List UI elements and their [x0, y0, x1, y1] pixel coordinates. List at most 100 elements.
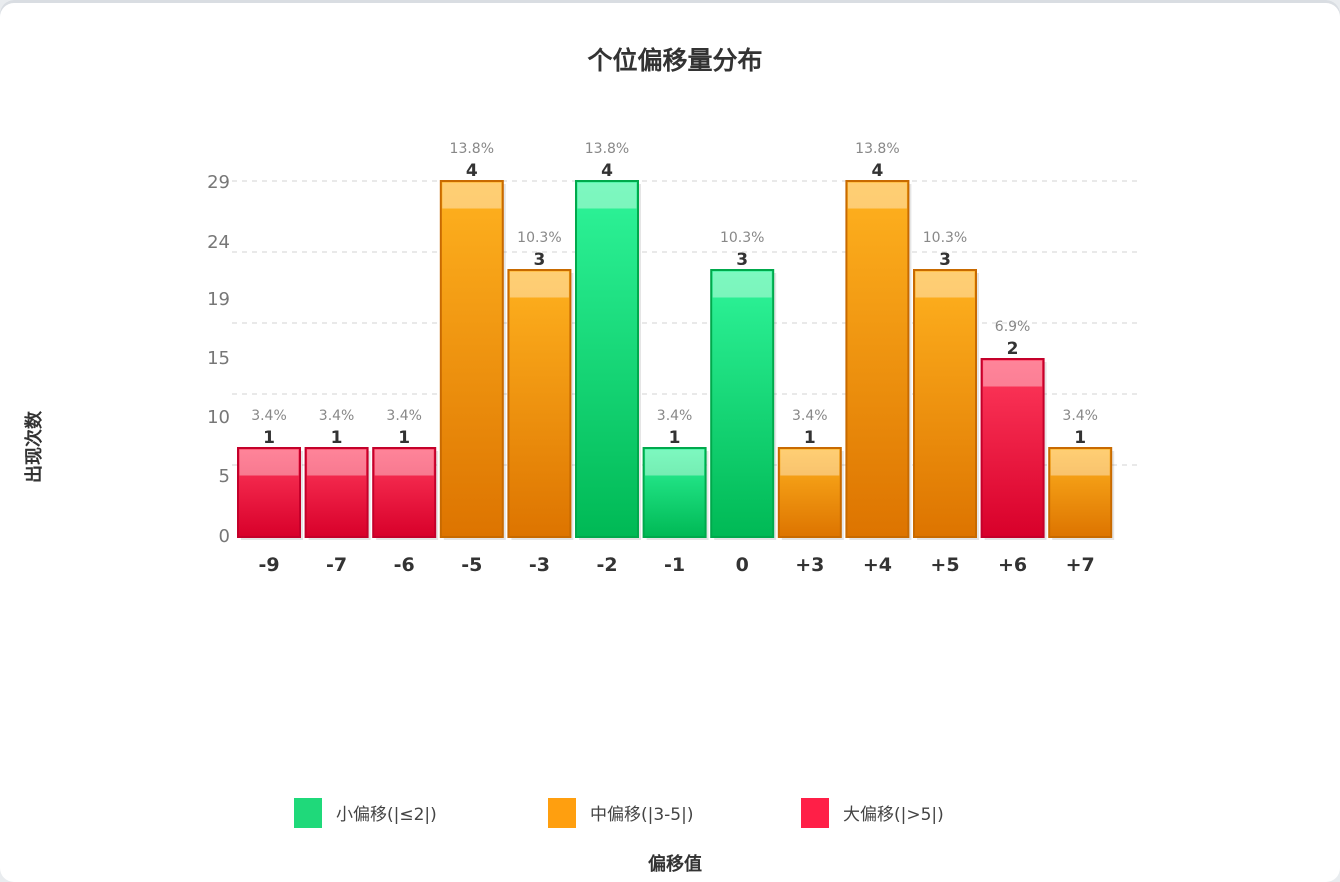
legend-item-medium[interactable]: 中偏移(|3-5|) [548, 798, 694, 828]
x-tick-label: -7 [326, 554, 347, 576]
bar [777, 447, 842, 538]
bar-highlight [915, 271, 975, 298]
bar-count-label: 4 [871, 161, 883, 181]
bar [372, 447, 437, 538]
x-tick-label: +6 [998, 554, 1027, 576]
y-tick-label: 19 [207, 289, 230, 310]
bar-percent-label: 10.3% [923, 230, 967, 246]
bar-group: 1 3.4% [372, 408, 439, 540]
bar-percent-label: 3.4% [251, 408, 287, 424]
x-tick-label: +4 [863, 554, 892, 576]
x-tick-label: -6 [394, 554, 415, 576]
x-tick-label: -2 [596, 554, 617, 576]
bar [710, 269, 775, 538]
y-tick-label: 29 [207, 172, 230, 193]
x-axis-ticks: -9 -7 -6 -5 -3 -2 -1 0 +3 +4 +5 +6 +7 [258, 554, 1094, 576]
y-axis-ticks: 29 24 19 15 10 5 0 [207, 172, 230, 547]
bar [439, 180, 504, 538]
bar [304, 447, 369, 538]
bar-highlight [442, 182, 502, 209]
bar-group: 1 3.4% [777, 408, 844, 540]
bar-percent-label: 10.3% [720, 230, 764, 246]
bar-highlight [577, 182, 637, 209]
bar-highlight [712, 271, 772, 298]
bar-percent-label: 3.4% [386, 408, 422, 424]
y-axis-label: 出现次数 [23, 410, 45, 483]
bar-percent-label: 13.8% [585, 141, 629, 157]
x-tick-label: 0 [736, 554, 749, 576]
x-tick-label: -9 [258, 554, 279, 576]
bar-highlight [983, 360, 1043, 387]
bar-highlight [239, 449, 299, 476]
bar-count-label: 2 [1007, 339, 1019, 359]
bar-group: 1 3.4% [1048, 408, 1115, 540]
x-tick-label: +5 [930, 554, 959, 576]
bar [1048, 447, 1113, 538]
y-tick-label: 10 [207, 407, 230, 428]
legend-swatch [294, 798, 322, 828]
bar [980, 358, 1045, 538]
x-axis-label: 偏移值 [648, 853, 702, 875]
bar-group: 4 13.8% [845, 141, 912, 540]
bar-percent-label: 10.3% [517, 230, 561, 246]
bar-count-label: 1 [669, 428, 681, 448]
bar-group: 1 3.4% [304, 408, 371, 540]
bar [507, 269, 572, 538]
legend-item-large[interactable]: 大偏移(|>5|) [801, 798, 944, 828]
x-tick-label: +7 [1066, 554, 1095, 576]
bar-group: 4 13.8% [575, 141, 641, 540]
bar-percent-label: 3.4% [319, 408, 355, 424]
y-tick-label: 0 [219, 526, 230, 547]
bar-group: 2 6.9% [980, 319, 1047, 540]
bar-highlight [509, 271, 569, 298]
legend: 小偏移(|≤2|) 中偏移(|3-5|) 大偏移(|>5|) [294, 798, 944, 828]
chart-title: 个位偏移量分布 [587, 46, 762, 75]
bar-count-label: 1 [263, 428, 275, 448]
bar-count-label: 1 [1074, 428, 1086, 448]
bar-count-label: 1 [398, 428, 410, 448]
bar-percent-label: 6.9% [995, 319, 1031, 335]
y-tick-label: 15 [207, 348, 230, 369]
bar [642, 447, 707, 538]
bar-count-label: 3 [533, 250, 545, 270]
bar [575, 180, 639, 538]
bar-count-label: 4 [466, 161, 478, 181]
bar-highlight [307, 449, 367, 476]
bar-group: 3 10.3% [710, 230, 777, 540]
bar-percent-label: 3.4% [657, 408, 693, 424]
legend-label: 大偏移(|>5|) [843, 805, 944, 825]
bar [237, 447, 301, 538]
x-tick-label: -3 [529, 554, 550, 576]
bar-highlight [1050, 449, 1110, 476]
bar-highlight [645, 449, 705, 476]
bar-percent-label: 3.4% [1062, 408, 1098, 424]
bar-count-label: 1 [804, 428, 816, 448]
bar-count-label: 3 [736, 250, 748, 270]
bar-count-label: 3 [939, 250, 951, 270]
bar [845, 180, 910, 538]
bar-highlight [374, 449, 434, 476]
bar-percent-label: 3.4% [792, 408, 828, 424]
bar-group: 1 3.4% [642, 408, 709, 540]
bar-group: 3 10.3% [507, 230, 574, 540]
bar-group: 1 3.4% [237, 408, 303, 540]
legend-label: 中偏移(|3-5|) [590, 805, 694, 825]
x-tick-label: +3 [795, 554, 824, 576]
bar-group: 3 10.3% [913, 230, 979, 540]
bar-count-label: 4 [601, 161, 613, 181]
legend-swatch [548, 798, 576, 828]
bar-count-label: 1 [331, 428, 343, 448]
legend-label: 小偏移(|≤2|) [336, 805, 437, 825]
x-tick-label: -1 [664, 554, 685, 576]
y-tick-label: 24 [207, 232, 230, 253]
bar [913, 269, 977, 538]
bar-percent-label: 13.8% [855, 141, 899, 157]
bar-highlight [780, 449, 840, 476]
bar-percent-label: 13.8% [450, 141, 494, 157]
bar-group: 4 13.8% [439, 141, 506, 540]
x-tick-label: -5 [461, 554, 482, 576]
legend-item-small[interactable]: 小偏移(|≤2|) [294, 798, 437, 828]
bar-highlight [847, 182, 907, 209]
